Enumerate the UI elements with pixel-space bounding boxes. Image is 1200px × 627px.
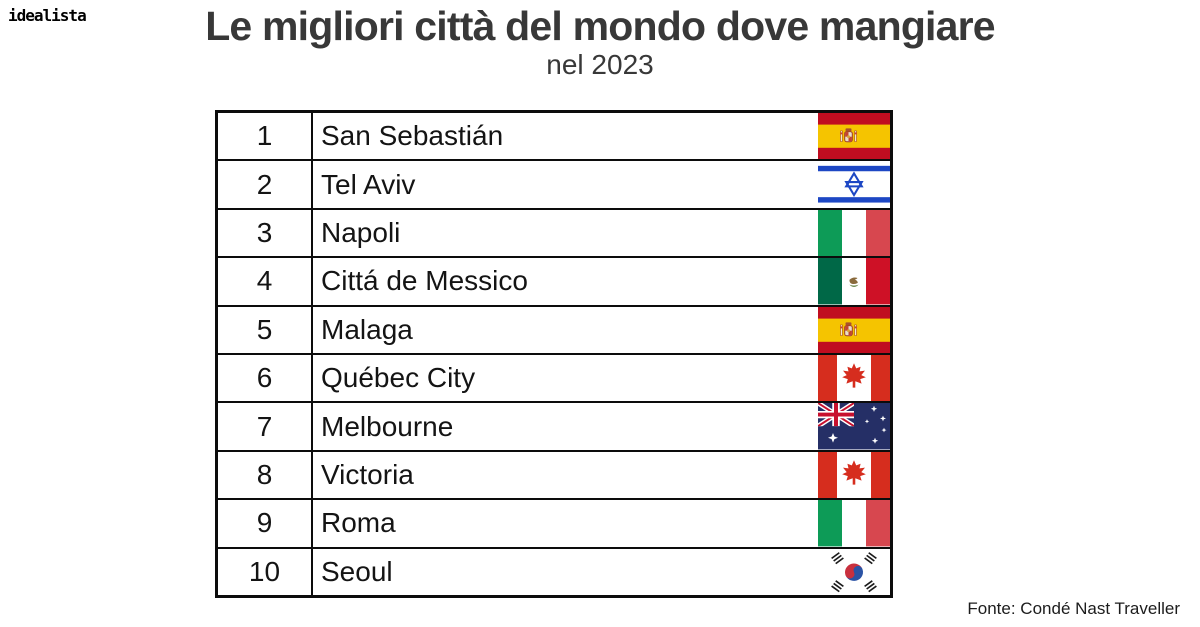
city-cell: Québec City bbox=[313, 355, 890, 402]
flag-canada-icon bbox=[818, 355, 890, 402]
rank-cell: 6 bbox=[218, 355, 313, 402]
table-row: 5 Malaga bbox=[218, 304, 890, 354]
table-row: 8 Victoria bbox=[218, 449, 890, 499]
idealista-logo: idealista bbox=[8, 6, 87, 25]
flag-canada-icon bbox=[818, 451, 890, 499]
city-cell: Malaga bbox=[313, 306, 890, 354]
city-cell: San Sebastián bbox=[313, 113, 890, 160]
table-row: 2 Tel Aviv bbox=[218, 159, 890, 208]
flag-spain-icon bbox=[818, 306, 890, 354]
rank-cell: 8 bbox=[218, 451, 313, 499]
city-name: Roma bbox=[321, 507, 396, 539]
city-name: Cittá de Messico bbox=[321, 265, 528, 297]
city-cell: Roma bbox=[313, 500, 890, 547]
city-name: Malaga bbox=[321, 313, 413, 345]
flag-mexico-icon bbox=[818, 258, 890, 305]
city-name: Tel Aviv bbox=[321, 168, 416, 200]
page-title: Le migliori città del mondo dove mangiar… bbox=[205, 3, 995, 49]
page-subtitle: nel 2023 bbox=[546, 49, 654, 81]
city-cell: Victoria bbox=[313, 451, 890, 499]
rank-cell: 2 bbox=[218, 161, 313, 208]
city-name: Seoul bbox=[321, 555, 393, 587]
city-cell: Tel Aviv bbox=[313, 161, 890, 208]
city-cell: Napoli bbox=[313, 209, 890, 257]
flag-italy-icon bbox=[818, 209, 890, 257]
table-row: 10 Seoul bbox=[218, 546, 890, 596]
table-row: 3 Napoli bbox=[218, 207, 890, 257]
city-name: San Sebastián bbox=[321, 120, 504, 152]
city-name: Melbourne bbox=[321, 410, 454, 442]
rank-cell: 3 bbox=[218, 209, 313, 257]
table-row: 6 Québec City bbox=[218, 353, 890, 402]
table-row: 1 San Sebastián bbox=[218, 113, 890, 160]
flag-italy-icon bbox=[818, 500, 890, 547]
rank-cell: 4 bbox=[218, 258, 313, 305]
rank-cell: 5 bbox=[218, 306, 313, 354]
flag-spain-icon bbox=[818, 113, 890, 160]
city-cell: Melbourne bbox=[313, 403, 890, 450]
city-name: Victoria bbox=[321, 459, 414, 491]
rank-cell: 1 bbox=[218, 113, 313, 160]
city-name: Québec City bbox=[321, 362, 476, 394]
rank-cell: 9 bbox=[218, 500, 313, 547]
rank-cell: 10 bbox=[218, 548, 313, 596]
flag-australia-icon bbox=[818, 403, 890, 450]
ranking-table: 1 San Sebastián 2 Tel Aviv bbox=[215, 110, 893, 598]
source-credit: Fonte: Condé Nast Traveller bbox=[967, 599, 1180, 618]
flag-israel-icon bbox=[818, 161, 890, 208]
table-row: 4 Cittá de Messico bbox=[218, 256, 890, 305]
table-row: 9 Roma bbox=[218, 498, 890, 547]
city-cell: Cittá de Messico bbox=[313, 258, 890, 305]
city-cell: Seoul bbox=[313, 548, 890, 596]
header: Le migliori città del mondo dove mangiar… bbox=[0, 3, 1200, 81]
rank-cell: 7 bbox=[218, 403, 313, 450]
city-name: Napoli bbox=[321, 217, 401, 249]
flag-south-korea-icon bbox=[818, 548, 890, 596]
table-row: 7 Melbourne bbox=[218, 401, 890, 450]
